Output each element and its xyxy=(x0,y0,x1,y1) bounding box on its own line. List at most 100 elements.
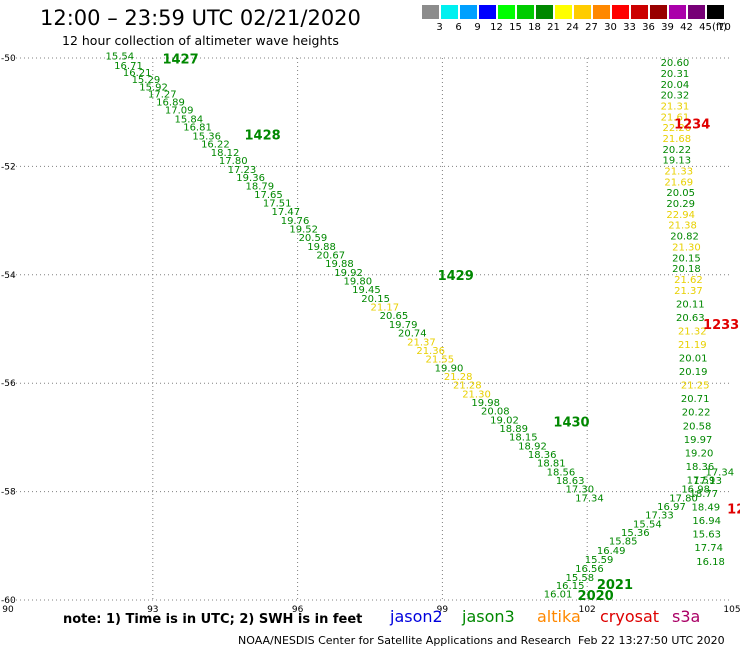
wave-height-value: 15.84 xyxy=(175,114,204,125)
x-tick-label: 99 xyxy=(437,605,449,615)
wave-height-value: 17.09 xyxy=(165,105,194,116)
y-tick-label: -50 xyxy=(1,54,16,64)
wave-height-value: 15.29 xyxy=(132,75,161,86)
wave-height-value: 21.19 xyxy=(678,340,707,351)
track-label: 1427 xyxy=(162,52,198,67)
legend-label: 42 xyxy=(680,22,693,33)
legend-label: 3 xyxy=(436,22,443,33)
legend-label: 12 xyxy=(490,22,503,33)
wave-height-value: 16.21 xyxy=(123,68,152,79)
y-tick-label: -52 xyxy=(1,162,16,172)
generated-timestamp: Feb 22 13:27:50 UTC 2020 xyxy=(578,634,725,647)
track-label: 1430 xyxy=(553,416,589,431)
wave-height-value: 20.15 xyxy=(672,253,701,264)
satellite-cryosat: cryosat xyxy=(600,607,660,626)
wave-height-value: 17.33 xyxy=(645,511,674,522)
legend-label: 15 xyxy=(509,22,522,33)
map-subtitle: 12 hour collection of altimeter wave hei… xyxy=(62,33,339,48)
legend-swatch xyxy=(688,5,705,19)
legend-swatch xyxy=(460,5,477,19)
wave-height-value: 16.01 xyxy=(544,589,573,600)
wave-height-value: 20.18 xyxy=(672,264,701,275)
wave-height-value: 17.30 xyxy=(565,485,594,496)
wave-height-value: 20.71 xyxy=(681,394,710,405)
legend-swatch xyxy=(498,5,515,19)
wave-height-value: 17.13 xyxy=(693,476,722,487)
wave-height-value: 17.47 xyxy=(272,207,301,218)
y-tick-label: -58 xyxy=(1,488,16,498)
wave-height-value: 18.56 xyxy=(547,467,576,478)
y-tick-label: -56 xyxy=(1,379,16,389)
wave-height-value: 19.20 xyxy=(685,448,714,459)
track-label: 1429 xyxy=(438,269,474,284)
wave-height-value: 16.98 xyxy=(681,485,710,496)
satellite-jason2: jason2 xyxy=(390,607,443,626)
wave-height-value: 20.58 xyxy=(683,421,712,432)
wave-height-value: 18.89 xyxy=(499,424,528,435)
satellite-altika: altika xyxy=(537,607,581,626)
wave-height-value: 19.45 xyxy=(352,285,381,296)
legend-swatch xyxy=(517,5,534,19)
wave-height-value: 21.69 xyxy=(664,177,693,188)
wave-height-value: 17.59 xyxy=(687,475,716,486)
wave-height-value: 22.94 xyxy=(666,210,695,221)
wave-height-value: 19.90 xyxy=(435,363,464,374)
wave-height-value: 15.59 xyxy=(585,555,614,566)
legend-swatch xyxy=(574,5,591,19)
legend-swatch xyxy=(593,5,610,19)
wave-height-value: 19.79 xyxy=(389,320,418,331)
legend-label: 18 xyxy=(528,22,541,33)
track-label: 1428 xyxy=(245,128,281,143)
legend-label: 24 xyxy=(566,22,579,33)
legend-swatch xyxy=(650,5,667,19)
wave-height-value: 16.97 xyxy=(657,502,686,513)
x-tick-label: 90 xyxy=(2,605,14,615)
legend-label: 39 xyxy=(661,22,674,33)
satellite-s3a: s3a xyxy=(672,607,701,626)
wave-height-value: 15.36 xyxy=(192,131,221,142)
wave-height-value: 19.88 xyxy=(307,242,336,253)
wave-height-value: 19.02 xyxy=(490,415,519,426)
wave-height-value: 17.80 xyxy=(669,493,698,504)
wave-height-value: 19.98 xyxy=(471,398,500,409)
legend-label: 21 xyxy=(547,22,560,33)
wave-height-value: 20.82 xyxy=(670,232,699,243)
wave-height-value: 20.11 xyxy=(676,299,705,310)
wave-height-value: 18.79 xyxy=(245,182,274,193)
track-label: 2021 xyxy=(597,578,633,593)
track-label: 1234 xyxy=(674,117,710,132)
y-tick-label: -60 xyxy=(1,596,16,606)
wave-height-value: 21.38 xyxy=(668,221,697,232)
wave-height-value: 21.17 xyxy=(370,303,399,314)
wave-height-value: 16.56 xyxy=(575,564,604,575)
wave-height-value: 19.80 xyxy=(343,277,372,288)
wave-height-value: 18.81 xyxy=(537,459,566,470)
satellite-jason3: jason3 xyxy=(462,607,515,626)
wave-height-value: 18.36 xyxy=(528,450,557,461)
wave-height-value: 20.60 xyxy=(661,58,690,69)
wave-height-value: 20.32 xyxy=(661,91,690,102)
x-tick-label: 93 xyxy=(147,605,158,615)
y-tick-label: -54 xyxy=(1,271,16,281)
wave-height-value: 20.31 xyxy=(661,69,690,80)
wave-height-value: 19.76 xyxy=(281,216,310,227)
wave-height-value: 15.54 xyxy=(105,52,134,63)
wave-height-value: 17.51 xyxy=(263,199,292,210)
legend-swatch xyxy=(669,5,686,19)
wave-height-value: 20.22 xyxy=(682,408,711,419)
legend-swatch xyxy=(536,5,553,19)
wave-height-value: 18.12 xyxy=(211,148,240,159)
legend-label: 36 xyxy=(642,22,655,33)
x-tick-label: 102 xyxy=(579,605,596,615)
wave-height-value: 20.59 xyxy=(299,233,328,244)
wave-height-value: 21.36 xyxy=(416,346,445,357)
wave-height-value: 18.49 xyxy=(691,503,720,514)
wave-height-value: 22.26 xyxy=(662,123,691,134)
wave-height-value: 15.36 xyxy=(621,528,650,539)
wave-height-value: 16.15 xyxy=(556,581,585,592)
wave-height-value: 21.28 xyxy=(444,372,473,383)
wave-height-value: 19.92 xyxy=(334,268,363,279)
wave-height-value: 16.94 xyxy=(692,516,721,527)
wave-height-value: 15.58 xyxy=(565,573,594,584)
footer-note: note: 1) Time is in UTC; 2) SWH is in fe… xyxy=(63,612,363,627)
